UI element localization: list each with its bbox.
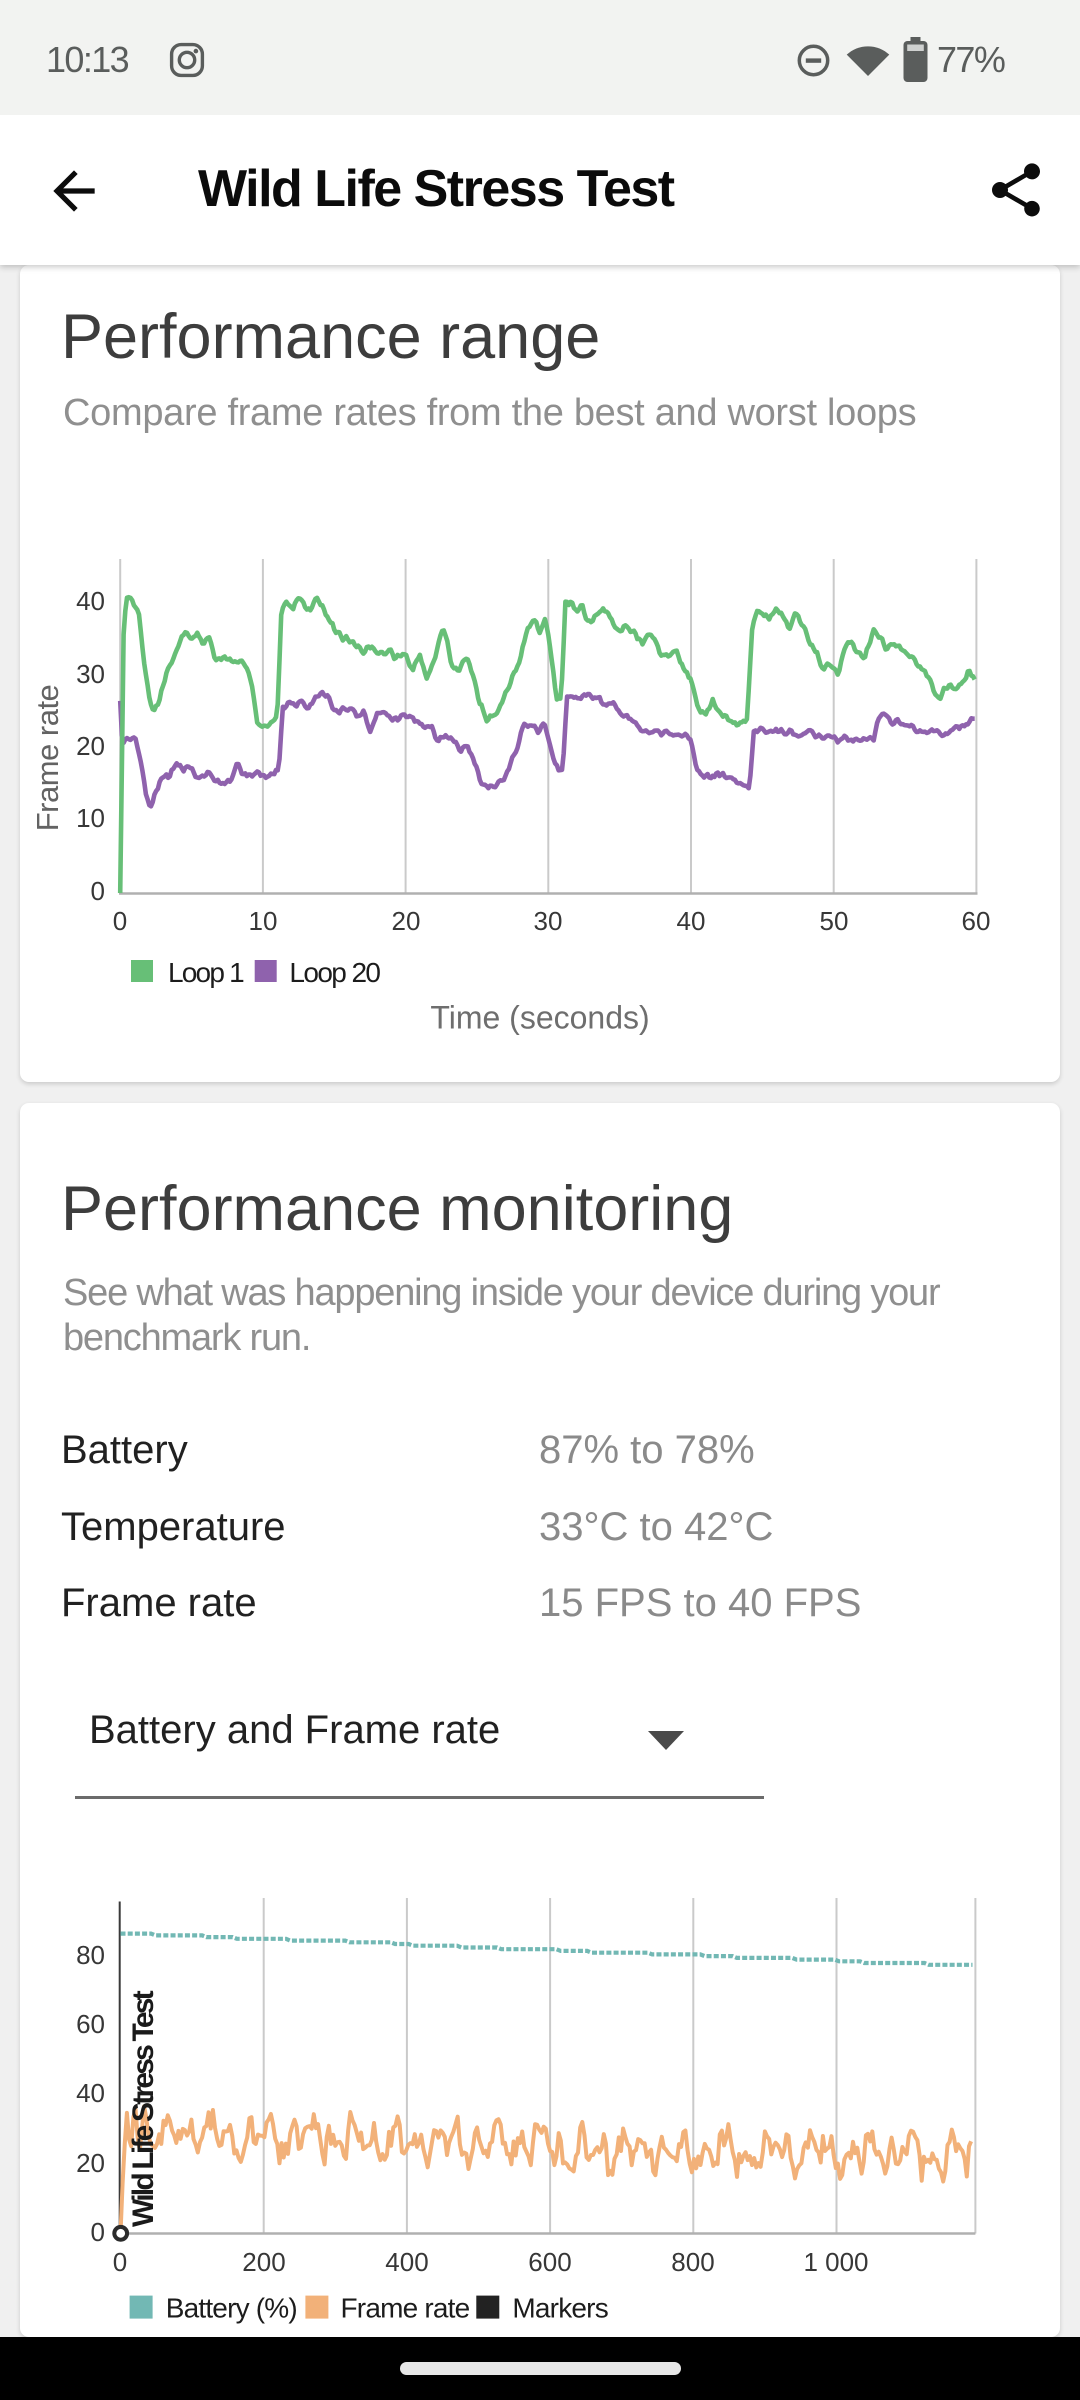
svg-text:600: 600 xyxy=(528,2247,571,2277)
svg-text:Time (seconds): Time (seconds) xyxy=(430,1000,649,1036)
svg-text:Battery (%): Battery (%) xyxy=(166,2293,297,2324)
svg-text:0: 0 xyxy=(91,2217,105,2247)
svg-text:10: 10 xyxy=(249,906,278,936)
svg-text:Markers: Markers xyxy=(512,2293,608,2324)
svg-text:1 000: 1 000 xyxy=(803,2247,868,2277)
svg-text:Frame rate: Frame rate xyxy=(341,2293,470,2324)
svg-text:Loop 1: Loop 1 xyxy=(168,957,244,988)
svg-text:10: 10 xyxy=(76,803,105,833)
svg-text:0: 0 xyxy=(91,876,105,906)
svg-text:20: 20 xyxy=(392,906,421,936)
svg-text:30: 30 xyxy=(76,659,105,689)
svg-text:0: 0 xyxy=(113,2247,127,2277)
svg-text:40: 40 xyxy=(677,906,706,936)
svg-text:20: 20 xyxy=(76,731,105,761)
svg-text:200: 200 xyxy=(242,2247,285,2277)
svg-text:50: 50 xyxy=(820,906,849,936)
svg-text:0: 0 xyxy=(113,906,127,936)
svg-text:40: 40 xyxy=(76,586,105,616)
svg-text:400: 400 xyxy=(385,2247,428,2277)
svg-text:80: 80 xyxy=(76,1940,105,1970)
svg-text:40: 40 xyxy=(76,2078,105,2108)
svg-text:30: 30 xyxy=(534,906,563,936)
svg-text:Frame rate: Frame rate xyxy=(30,685,65,832)
svg-text:60: 60 xyxy=(962,906,991,936)
svg-text:Loop 20: Loop 20 xyxy=(289,957,380,988)
svg-text:800: 800 xyxy=(671,2247,714,2277)
svg-text:20: 20 xyxy=(76,2148,105,2178)
svg-text:Wild Life Stress Test: Wild Life Stress Test xyxy=(127,1990,160,2227)
svg-text:60: 60 xyxy=(76,2009,105,2039)
